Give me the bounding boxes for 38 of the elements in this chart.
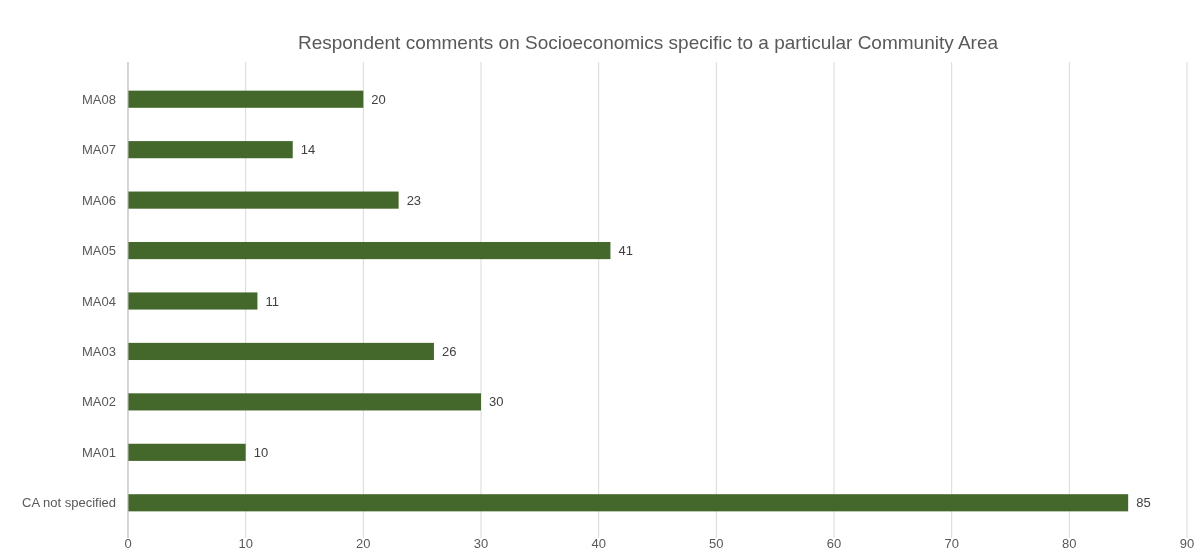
bar bbox=[128, 494, 1129, 512]
x-tick-label: 80 bbox=[1062, 536, 1077, 551]
x-tick-label: 0 bbox=[124, 536, 132, 551]
x-tick-label: 90 bbox=[1179, 536, 1195, 551]
x-tick-label: 70 bbox=[944, 536, 959, 551]
x-tick-label: 30 bbox=[473, 536, 489, 551]
y-tick-label: MA03 bbox=[82, 343, 116, 359]
x-tick-label: 20 bbox=[356, 536, 371, 551]
y-tick-label: MA08 bbox=[82, 91, 116, 107]
chart-title: Respondent comments on Socioeconomics specific to a particular Community Area bbox=[297, 31, 999, 53]
x-tick-label: 60 bbox=[826, 536, 842, 551]
data-label: 14 bbox=[300, 142, 316, 158]
bar bbox=[128, 191, 399, 209]
x-tick-label: 10 bbox=[238, 536, 253, 551]
bar bbox=[128, 393, 481, 411]
bar bbox=[128, 292, 258, 310]
x-tick-label: 40 bbox=[591, 536, 606, 551]
y-tick-label: MA05 bbox=[82, 243, 116, 259]
data-label: 85 bbox=[1136, 495, 1151, 511]
data-label: 20 bbox=[371, 91, 386, 107]
data-label: 11 bbox=[265, 293, 279, 309]
bar bbox=[128, 241, 611, 260]
bar bbox=[128, 342, 434, 361]
bar bbox=[128, 443, 246, 461]
y-tick-label: CA not specified bbox=[22, 495, 116, 511]
y-tick-label: MA04 bbox=[82, 293, 116, 309]
y-tick-label: MA06 bbox=[82, 192, 116, 208]
y-tick-label: MA07 bbox=[82, 142, 116, 158]
data-label: 10 bbox=[253, 444, 269, 460]
data-label: 30 bbox=[489, 394, 504, 410]
y-tick-label: MA02 bbox=[82, 394, 116, 410]
data-label: 23 bbox=[406, 192, 422, 208]
data-label: 26 bbox=[441, 343, 457, 359]
bar bbox=[128, 90, 364, 108]
data-label: 41 bbox=[618, 243, 633, 259]
bar bbox=[128, 141, 293, 159]
y-tick-label: MA01 bbox=[82, 444, 116, 460]
x-tick-label: 50 bbox=[709, 536, 724, 551]
